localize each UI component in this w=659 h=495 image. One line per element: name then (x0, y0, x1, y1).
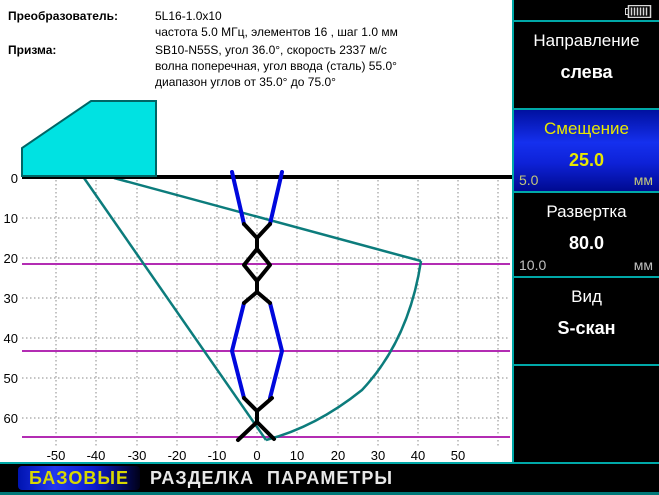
direction-title: Направление (533, 31, 640, 50)
fan-min-angle-line (82, 177, 268, 441)
y-tick: 50 (4, 371, 18, 386)
s-scan-plot: 0 10 20 30 40 50 60 -50 -40 -30 -20 -10 … (4, 100, 512, 462)
offset-step: 5.0 (519, 172, 539, 188)
x-tick: -20 (168, 448, 187, 462)
battery-icon (625, 5, 652, 18)
y-axis-labels: 0 10 20 30 40 50 60 (4, 171, 18, 426)
offset-title: Смещение (543, 119, 629, 138)
x-tick: 10 (290, 448, 304, 462)
tab-groove[interactable]: РАЗДЕЛКА (150, 468, 255, 488)
thickness-marker-lines (22, 263, 510, 438)
y-tick: 40 (4, 331, 18, 346)
x-axis-labels: -50 -40 -30 -20 -10 0 10 20 30 40 50 (47, 448, 466, 462)
sweep-unit: мм (633, 257, 653, 273)
wedge-model-line: SB10-N55S, угол 36.0°, скорость 2337 м/с (155, 43, 387, 57)
x-tick: 40 (411, 448, 425, 462)
wedge-range-line: диапазон углов от 35.0° до 75.0° (155, 75, 336, 89)
x-tick: -30 (128, 448, 147, 462)
offset-unit: мм (633, 172, 653, 188)
y-tick: 20 (4, 251, 18, 266)
sector-fan-outline (82, 176, 423, 442)
fan-max-angle-line (113, 176, 422, 263)
sweep-value: 80.0 (568, 233, 605, 253)
transducer-details: частота 5.0 МГц, элементов 16 , шаг 1.0 … (155, 25, 398, 39)
weld-overlay-black (236, 222, 276, 442)
weld-overlay-blue (229, 170, 285, 400)
menu-item-empty (514, 366, 659, 462)
y-tick: 10 (4, 211, 18, 226)
x-tick: 20 (331, 448, 345, 462)
bottom-tab-bar: БАЗОВЫЕ РАЗДЕЛКА ПАРАМЕТРЫ (0, 462, 659, 495)
grid-vertical (55, 180, 499, 448)
sweep-step: 10.0 (519, 257, 547, 273)
x-tick: -50 (47, 448, 66, 462)
view-title: Вид (571, 287, 602, 306)
x-tick: 50 (451, 448, 465, 462)
fan-range-arc (265, 260, 423, 442)
status-bar (514, 0, 659, 22)
transducer-label: Преобразователь: (8, 9, 118, 23)
x-tick: 30 (371, 448, 385, 462)
softkey-menu: Направление слева Смещение 25.0 5.0 мм Р… (512, 0, 659, 462)
tab-basic[interactable]: БАЗОВЫЕ (18, 466, 140, 490)
menu-item-direction[interactable]: Направление слева (514, 22, 659, 110)
y-tick: 0 (11, 171, 18, 186)
sweep-title: Развертка (546, 202, 627, 221)
offset-value: 25.0 (568, 150, 605, 170)
view-value: S-скан (557, 318, 616, 338)
x-tick: -40 (87, 448, 106, 462)
x-tick: -10 (208, 448, 227, 462)
grid-horizontal (22, 217, 509, 419)
wedge-wave-line: волна поперечная, угол ввода (сталь) 55.… (155, 59, 397, 73)
direction-value: слева (560, 62, 613, 82)
transducer-model: 5L16-1.0x10 (155, 9, 222, 23)
tab-params[interactable]: ПАРАМЕТРЫ (267, 468, 393, 488)
wedge-shape (21, 100, 157, 177)
y-tick: 60 (4, 411, 18, 426)
scan-view-area: Преобразователь: 5L16-1.0x10 частота 5.0… (3, 9, 512, 462)
y-tick: 30 (4, 291, 18, 306)
wedge-label: Призма: (8, 43, 57, 57)
x-tick: 0 (253, 448, 260, 462)
menu-item-view[interactable]: Вид S-скан (514, 278, 659, 366)
menu-item-sweep[interactable]: Развертка 80.0 10.0 мм (514, 193, 659, 278)
menu-item-offset-selected[interactable]: Смещение 25.0 5.0 мм (514, 110, 659, 193)
